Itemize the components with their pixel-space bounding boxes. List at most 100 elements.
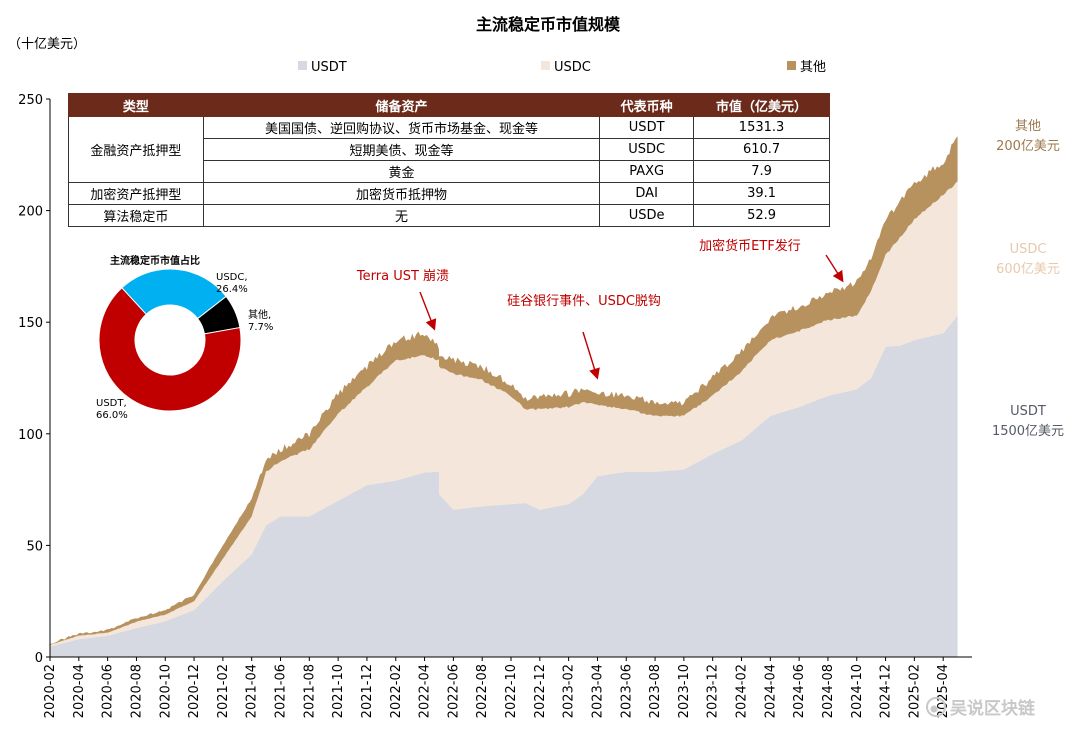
table-row: 短期美债、现金等 USDC 610.7: [69, 138, 830, 161]
x-tick-label: 2024-12: [879, 664, 894, 718]
reserve-cell: 美国国债、逆回购协议、货币市场基金、现金等: [202, 116, 601, 139]
annotation-arrow: [825, 254, 844, 283]
x-tick-label: 2023-10: [677, 664, 692, 718]
coin-cell: DAI: [599, 182, 695, 205]
x-tick-label: 2023-08: [648, 664, 663, 718]
reserve-cell: 短期美债、现金等: [202, 138, 601, 161]
reserve-cell: 无: [202, 204, 601, 227]
type-cell: 算法稳定币: [68, 204, 204, 227]
table-header-row: 类型 储备资产 代表币种 市值（亿美元）: [68, 93, 830, 117]
pie-slice-usdc: [121, 268, 227, 320]
x-tick-label: 2021-12: [360, 664, 375, 718]
table-row: 加密资产抵押型 加密货币抵押物 DAI 39.1: [68, 182, 830, 205]
x-tick-label: 2022-04: [418, 664, 433, 718]
x-tick-label: 2021-04: [245, 664, 260, 718]
x-tick-label: 2021-02: [216, 664, 231, 718]
reserve-assets-table: 类型 储备资产 代表币种 市值（亿美元） 金融资产抵押型 美国国债、逆回购协议、…: [68, 93, 830, 227]
x-tick-label: 2024-06: [792, 664, 807, 718]
annotation-label: Terra UST 崩溃: [356, 269, 449, 284]
header-type: 类型: [68, 93, 204, 117]
watermark: 吴说区块链: [926, 697, 1036, 719]
x-tick-label: 2023-12: [706, 664, 721, 718]
annotation-arrow: [582, 331, 600, 380]
legend-swatch-usdt: [298, 61, 307, 70]
coin-cell: USDe: [599, 204, 695, 227]
x-tick-label: 2022-02: [389, 664, 404, 718]
side-label-usdc: 600亿美元: [996, 262, 1060, 277]
x-tick-label: 2023-02: [562, 664, 577, 718]
legend-label-其他: 其他: [800, 60, 826, 75]
x-tick-label: 2025-04: [936, 664, 951, 718]
weibo-icon: [926, 697, 946, 717]
pie-slice-usdt: [98, 287, 242, 412]
reserve-cell: 加密货币抵押物: [202, 182, 601, 205]
pie-label-usdt: USDT,: [96, 398, 127, 409]
x-tick-label: 2022-08: [475, 664, 490, 718]
x-tick-label: 2020-04: [72, 664, 87, 718]
pie-label-其他: 其他,: [248, 308, 271, 321]
value-cell: 39.1: [693, 182, 830, 205]
legend-label-usdt: USDT: [311, 60, 347, 75]
x-tick-label: 2025-02: [907, 664, 922, 718]
side-label-usdt: 1500亿美元: [992, 424, 1064, 439]
x-tick-label: 2021-10: [331, 664, 346, 718]
value-cell: 1531.3: [693, 116, 830, 139]
area-其他: [50, 136, 958, 646]
type-cell: 加密资产抵押型: [68, 182, 204, 205]
chart-title: 主流稳定币市值规模: [476, 15, 621, 34]
annotation-arrow: [419, 291, 437, 331]
x-tick-label: 2024-04: [763, 664, 778, 718]
x-tick-label: 2020-10: [158, 664, 173, 718]
value-cell: 7.9: [693, 160, 830, 183]
coin-cell: PAXG: [599, 160, 695, 183]
y-tick-label: 200: [18, 205, 43, 220]
legend-swatch-usdc: [541, 61, 550, 70]
x-tick-label: 2020-02: [43, 664, 58, 718]
x-tick-label: 2022-12: [533, 664, 548, 718]
x-tick-label: 2024-10: [850, 664, 865, 718]
x-tick-label: 2021-08: [302, 664, 317, 718]
header-market-cap: 市值（亿美元）: [693, 93, 830, 117]
x-tick-label: 2022-06: [446, 664, 461, 718]
pie-label-usdc: USDC,: [216, 272, 248, 283]
axes: 0 50 100 150 200 250 2020-02 2020-04 2020-06 2020…: [18, 93, 972, 718]
table-row: 黄金 PAXG 7.9: [69, 160, 830, 183]
x-tick-label: 2021-06: [274, 664, 289, 718]
y-tick-label: 150: [18, 316, 43, 331]
x-tick-label: 2020-12: [187, 664, 202, 718]
side-label-usdc: USDC: [1010, 242, 1047, 257]
x-tick-label: 2022-10: [504, 664, 519, 718]
coin-cell: USDC: [599, 138, 695, 161]
annotation-label: 硅谷银行事件、USDC脱钩: [507, 294, 661, 309]
header-coin: 代表币种: [599, 93, 695, 117]
stacked-areas: [50, 136, 958, 657]
table-row: 金融资产抵押型 美国国债、逆回购协议、货币市场基金、现金等 USDT 1531.…: [68, 116, 830, 183]
pie-pct-usdc: 26.4%: [216, 284, 248, 295]
coin-cell: USDT: [599, 116, 695, 139]
pie-title: 主流稳定币市值占比: [110, 254, 200, 267]
y-tick-label: 100: [18, 428, 43, 443]
value-cell: 52.9: [693, 204, 830, 227]
pie-pct-其他: 7.7%: [248, 322, 273, 333]
x-tick-label: 2024-08: [821, 664, 836, 718]
area-usdt: [50, 315, 958, 657]
x-tick-label: 2020-08: [129, 664, 144, 718]
watermark-text: 吴说区块链: [950, 698, 1036, 719]
side-label-其他: 200亿美元: [996, 139, 1060, 154]
legend-label-usdc: USDC: [554, 60, 591, 75]
area-usdc: [50, 181, 958, 647]
legend-swatch-其他: [787, 61, 796, 70]
legend: USDT USDC 其他: [298, 60, 826, 75]
reserve-cell: 黄金: [202, 160, 601, 183]
y-unit-label: （十亿美元）: [8, 37, 86, 52]
weibo-icon-dot: [930, 705, 938, 713]
annotation-label: 加密货币ETF发行: [699, 238, 801, 254]
pie-pct-usdt: 66.0%: [96, 410, 128, 421]
header-reserve: 储备资产: [202, 93, 601, 117]
share-donut-chart: 主流稳定币市值占比 USDC,26.4% 其他,7.7% USDT,66.0%: [96, 254, 273, 421]
y-tick-label: 0: [35, 651, 43, 666]
table-row: 算法稳定币 无 USDe 52.9: [68, 204, 830, 227]
x-tick-label: 2020-06: [101, 664, 116, 718]
